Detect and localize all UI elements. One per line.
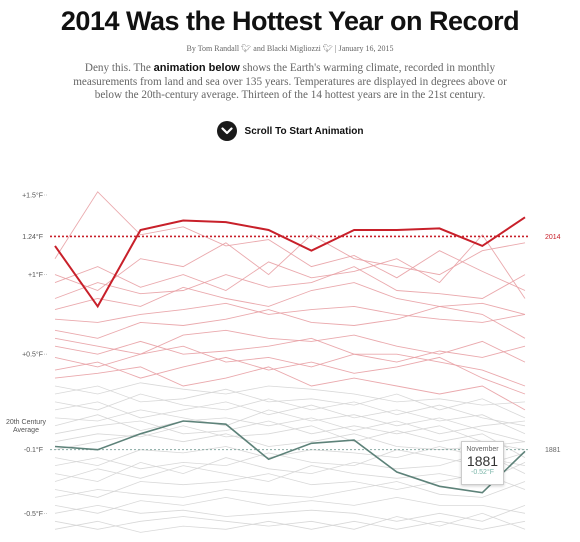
series-line-cool-30 <box>54 504 526 522</box>
series-line-warm-2 <box>54 191 526 291</box>
y-tick-label-baseline: 20th Century <box>6 419 47 426</box>
y-tick-label: +0.5°F <box>22 351 43 359</box>
series-line-cool-29 <box>54 496 526 514</box>
series-line-cool-18 <box>54 409 526 443</box>
y-tick-label: +1.5°F <box>22 192 43 200</box>
y-tick-label: 1.24°F <box>22 233 43 241</box>
series-line-cool-17 <box>54 401 526 435</box>
tooltip: November 1881 -0.52°F <box>461 441 504 485</box>
series-line-cool-22 <box>54 433 526 451</box>
y-tick-label-baseline: Average <box>13 427 39 434</box>
series-line-warm-10 <box>54 337 526 363</box>
series-line-2014 <box>54 216 526 309</box>
series-line-warm-4 <box>54 234 526 299</box>
tooltip-year: 1881 <box>466 453 499 469</box>
series-line-cool-31 <box>54 512 526 530</box>
series-line-cool-26 <box>54 462 526 482</box>
y-axis: +1.5°F 1.24°F +1°F +0.5°F 20th CenturyAverag… <box>6 192 48 518</box>
tooltip-month: November <box>466 446 499 453</box>
series-line-warm-12 <box>54 356 526 395</box>
temperature-chart: 2014 1881 +1.5°F 1.24°F +1°F +0.5°F 20th Cent… <box>6 191 561 533</box>
series-line-cool-15 <box>54 385 526 419</box>
y-tick-label: +1°F <box>28 271 43 279</box>
series-line-cool-25 <box>54 452 526 482</box>
series-line-cool-21 <box>54 425 526 458</box>
reference-lines: 2014 1881 <box>50 234 561 454</box>
series-line-cool-32 <box>54 520 526 533</box>
series-line-cool-28 <box>54 481 526 498</box>
series-line-cool-27 <box>54 473 526 498</box>
page-title: 2014 Was the Hottest Year on Record <box>60 6 520 36</box>
twitter-bird-icon[interactable]: 🐦︎ <box>322 44 333 53</box>
byline-date: | January 16, 2015 <box>335 44 394 53</box>
twitter-bird-icon[interactable]: 🐦︎ <box>241 44 252 53</box>
series-line-warm-3 <box>54 234 526 292</box>
series-line-warm-6 <box>54 282 526 315</box>
byline-author-2: and Blacki Migliozzi <box>253 44 321 53</box>
series-line-1881 <box>54 420 526 494</box>
tooltip-value: -0.52°F <box>470 469 495 476</box>
series-group-cool <box>54 382 526 533</box>
series-line-cool-23 <box>54 446 526 467</box>
series-line-warm-13 <box>54 366 526 411</box>
scroll-label[interactable]: Scroll To Start Animation <box>244 125 364 137</box>
y-tick-label: -0.1°F <box>24 446 43 454</box>
series-group-warm <box>54 191 526 411</box>
reference-label-2014: 2014 <box>545 234 561 241</box>
intro-text-bold: animation below <box>153 62 240 74</box>
scroll-to-start-button[interactable]: Scroll To Start Animation <box>0 120 580 142</box>
intro-text-start: Deny this. The <box>84 62 151 74</box>
intro-paragraph: Deny this. The animation below shows the… <box>62 62 518 103</box>
series-line-cool-14 <box>54 382 526 406</box>
series-line-cool-24 <box>54 449 526 470</box>
series-line-warm-8 <box>54 305 526 339</box>
series-line-cool-16 <box>54 393 526 427</box>
series-line-warm-5 <box>54 266 526 299</box>
chevron-down-icon[interactable] <box>216 121 237 141</box>
series-line-warm-11 <box>54 345 526 387</box>
byline: By Tom Randall 🐦︎ and Blacki Migliozzi 🐦… <box>0 44 580 53</box>
series-line-warm-7 <box>54 302 526 323</box>
reference-label-1881: 1881 <box>545 447 561 454</box>
y-tick-label: -0.5°F <box>24 510 43 518</box>
byline-author-1: By Tom Randall <box>186 44 240 53</box>
series-line-cool-20 <box>54 420 526 451</box>
series-line-cool-19 <box>54 414 526 435</box>
series-group-highlight <box>54 216 526 494</box>
intro-text-end: shows the Earth's warming climate, recor… <box>73 62 507 101</box>
